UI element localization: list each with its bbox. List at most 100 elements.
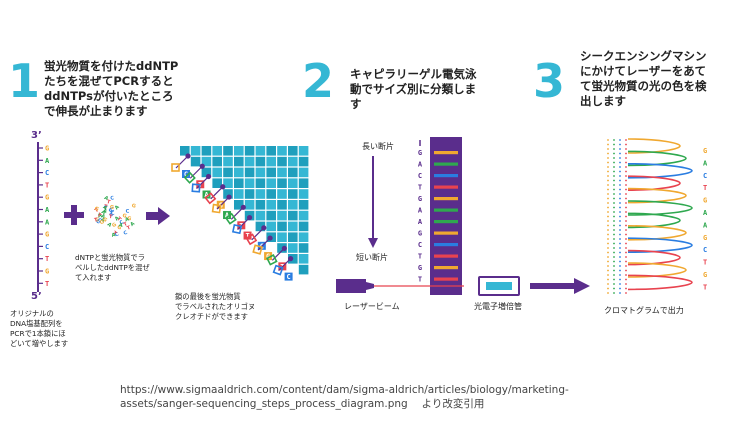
lane-base: C [418, 241, 422, 249]
fragment-node [205, 173, 212, 180]
ddntp-letter: A [114, 204, 121, 211]
signal-dot [613, 157, 615, 159]
signal-dot [613, 179, 615, 182]
gel-band [434, 266, 458, 270]
fragment-node [199, 163, 205, 169]
signal-dot [625, 287, 627, 290]
signal-dot [625, 170, 627, 173]
grid-cell [255, 167, 266, 178]
signal-dot [613, 170, 615, 173]
signal-dot [619, 188, 621, 191]
signal-dot [619, 220, 621, 222]
grid-cell [190, 146, 201, 156]
grid-cell [277, 167, 287, 178]
signal-dot [607, 292, 609, 294]
lane-base: G [418, 149, 422, 157]
fragment-link [237, 217, 250, 230]
signal-dot [613, 202, 615, 204]
grid-cell [255, 200, 266, 210]
called-base: G [703, 271, 707, 279]
ddntp-letter: T [111, 230, 118, 237]
ddntp-letter: A [129, 221, 136, 228]
signal-dot [613, 229, 615, 231]
fluor-tag [171, 163, 180, 172]
grid-cell [277, 210, 287, 221]
fragment-label-box [202, 190, 211, 199]
signal-dot [613, 161, 615, 164]
laser-beam [336, 279, 464, 293]
signal-dot [613, 215, 615, 218]
signal-dot [607, 256, 609, 258]
strand-5prime-label: 5’ [31, 291, 42, 302]
signal-dot [607, 161, 609, 164]
fluor-tag [266, 254, 278, 266]
laser-beam-label: レーザービーム [344, 302, 400, 311]
called-base: G [703, 234, 707, 242]
step-3-title: シークエンシングマシン にかけてレーザーをあて て蛍光物質の光の色を検 出します [580, 49, 707, 108]
signal-dot [619, 215, 621, 218]
ddntp-letter: A [118, 222, 123, 229]
ddntp-letter: C [110, 207, 116, 214]
signal-dot [619, 292, 621, 294]
gel-band [434, 162, 458, 166]
signal-dot [607, 211, 609, 213]
ddntp-letter: C [123, 230, 129, 237]
fragment-link [175, 155, 189, 169]
signal-dot [607, 242, 609, 245]
signal-dot [619, 242, 621, 245]
grid-cell [298, 232, 309, 242]
signal-dot [607, 269, 609, 272]
signal-dot [619, 233, 621, 236]
fragment-node [226, 194, 232, 200]
signal-dot [613, 143, 615, 146]
signal-dot [625, 206, 627, 209]
signal-dot [607, 157, 609, 159]
ddntp-letter: C [96, 219, 101, 225]
called-base: C [703, 172, 707, 180]
signal-dot [625, 148, 627, 150]
grid-cell [244, 200, 255, 210]
ddntp-letter: A [111, 232, 116, 239]
signal-dot [625, 202, 627, 204]
signal-dot [607, 143, 609, 146]
grid-cell [266, 189, 276, 199]
signal-dot [613, 292, 615, 294]
signal-dot [625, 193, 627, 195]
grid-cell [298, 264, 309, 275]
fragment-node [267, 235, 273, 241]
template-base: A [45, 218, 50, 226]
signal-dot [625, 256, 627, 258]
fragment-label: A [204, 191, 209, 199]
step-3-number: 3 [533, 54, 566, 108]
signal-dot [619, 179, 621, 182]
fragment-node [288, 256, 294, 262]
signal-dot [613, 256, 615, 258]
fragment-label-box [264, 252, 273, 261]
template-base: G [45, 145, 49, 153]
ddntp-letter: A [99, 217, 106, 224]
signal-dot [607, 220, 609, 222]
fragment-label: C [184, 171, 188, 179]
ddntp-letter: G [126, 216, 131, 223]
ddntp-letter: A [100, 213, 106, 220]
template-base: G [45, 268, 49, 276]
original-strand-caption: オリジナルの DNA塩基配列を PCRで1本鎖にほ どいて増やします [10, 309, 69, 348]
ddntp-letter: A [101, 205, 108, 212]
arrow-right-icon [146, 207, 170, 225]
signal-dot [619, 251, 621, 254]
template-base: C [45, 169, 49, 177]
lane-base: A [418, 207, 423, 215]
grid-cell [266, 178, 276, 188]
gel-lane-body [430, 137, 462, 295]
signal-dot [619, 211, 621, 213]
ddntp-letter: T [94, 207, 101, 214]
signal-dot [619, 166, 621, 168]
grid-cell [255, 221, 266, 232]
signal-dot [607, 233, 609, 236]
grid-cell [201, 146, 212, 156]
ddntp-letter: T [103, 204, 108, 211]
signal-dot [619, 157, 621, 159]
lane-base: C [418, 172, 422, 180]
strand-3prime-label: 3’ [31, 130, 42, 141]
